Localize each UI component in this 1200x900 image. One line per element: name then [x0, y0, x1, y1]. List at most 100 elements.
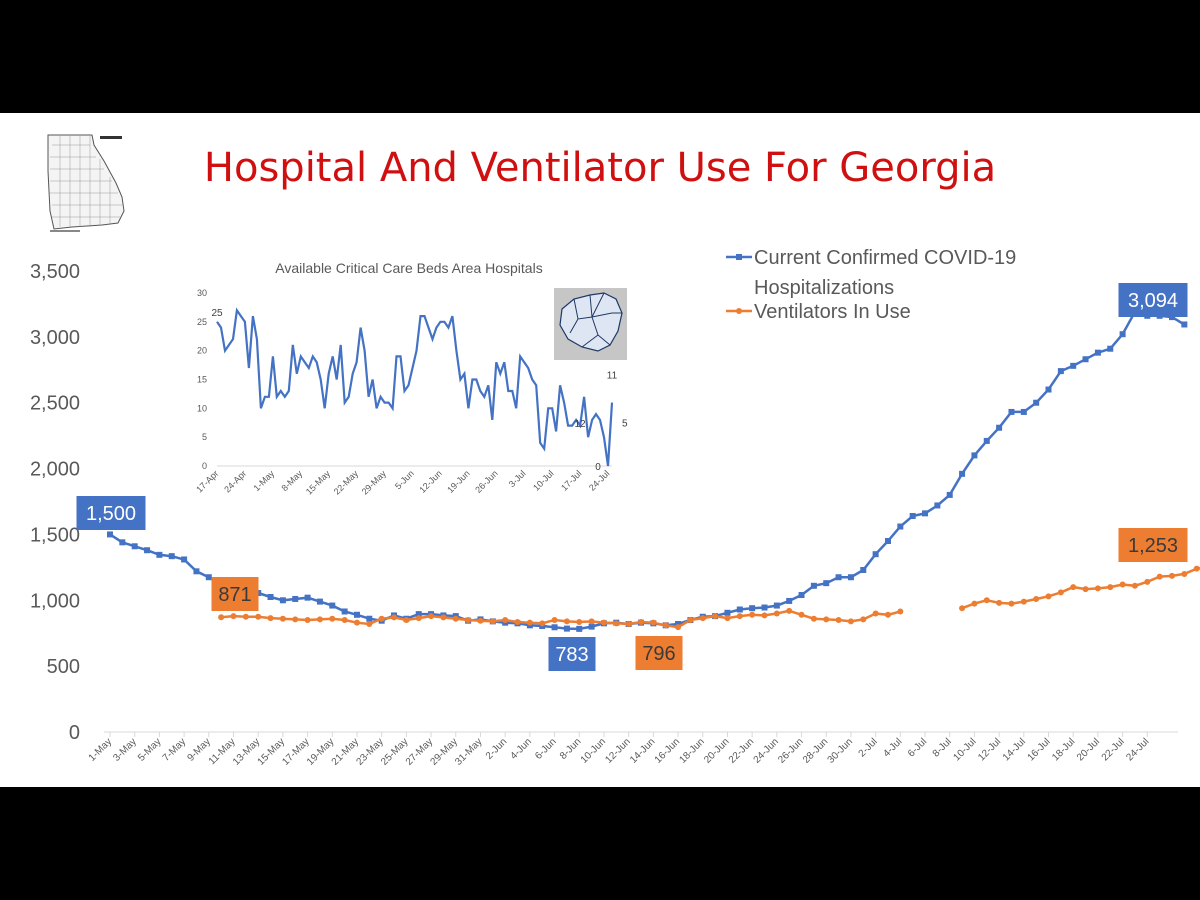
hospitalizations-point	[588, 623, 595, 630]
hospitalizations-point	[1008, 408, 1015, 415]
inset-x-tick-label: 26-Jun	[473, 468, 500, 495]
x-tick-label: 31-May	[453, 736, 484, 767]
ventilators-point	[415, 615, 422, 622]
y-tick-label: 2,000	[30, 459, 80, 481]
hospitalizations-point	[847, 574, 854, 581]
hospitalizations-point	[749, 605, 756, 612]
page-title: Hospital And Ventilator Use For Georgia	[203, 145, 997, 191]
inset-x-tick-label: 3-Jul	[507, 468, 528, 489]
hospitalizations-point	[1107, 345, 1114, 352]
ventilators-point	[1094, 585, 1101, 592]
x-tick-label: 18-Jul	[1050, 736, 1077, 763]
ventilators-point	[1057, 589, 1064, 596]
hospitalizations-point	[144, 547, 151, 554]
hospitalizations-point	[1057, 368, 1064, 375]
ventilators-point	[1033, 595, 1040, 602]
ventilators-point	[366, 620, 373, 627]
ventilators-point	[1193, 565, 1200, 572]
hospitalizations-point	[292, 595, 299, 602]
ventilators-point	[539, 620, 546, 627]
hospitalizations-point	[156, 551, 163, 558]
ventilators-point	[736, 613, 743, 620]
ventilators-point	[1144, 578, 1151, 585]
hospitalizations-point	[193, 568, 200, 575]
ventilators-point	[724, 615, 731, 622]
x-tick-label: 2-Jul	[857, 736, 880, 759]
hospitalizations-point	[551, 624, 558, 631]
hospitalizations-point	[304, 594, 311, 601]
hospitalizations-point	[1119, 331, 1126, 338]
y-tick-label: 1,500	[30, 524, 80, 546]
ventilators-point	[1181, 570, 1188, 577]
x-tick-label: 28-Jun	[801, 736, 830, 765]
y-tick-label: 500	[47, 656, 80, 678]
hospitalizations-point	[205, 574, 212, 581]
x-tick-label: 24-Jun	[752, 736, 781, 765]
hospitalizations-point	[909, 512, 916, 519]
ventilators-point	[588, 618, 595, 625]
inset-y-tick-label: 20	[197, 346, 207, 356]
x-tick-label: 22-Jun	[727, 736, 756, 765]
hospitalizations-point	[1169, 314, 1175, 321]
data-callout-label: 1,253	[1128, 535, 1178, 557]
hospitalizations-point	[884, 538, 891, 545]
hospitalizations-point	[329, 602, 336, 609]
data-callout: 871	[211, 577, 259, 611]
data-callout-box	[76, 496, 146, 530]
data-callout: 1,500	[76, 496, 146, 530]
x-tick-label: 2-Jun	[484, 736, 509, 761]
ventilators-point	[1045, 593, 1052, 600]
x-tick-label: 24-Jul	[1124, 736, 1151, 763]
ventilators-point	[218, 614, 225, 621]
ventilators-point	[1020, 598, 1027, 605]
ventilators-point	[551, 617, 558, 624]
ventilators-point	[230, 613, 237, 620]
legend-label: Current Confirmed COVID-19 Hospitalizatio…	[754, 247, 1016, 299]
inset-y-tick-label: 5	[202, 432, 207, 442]
ventilators-point	[1156, 573, 1163, 580]
inset-x-tick-label: 15-May	[304, 468, 333, 497]
hospitalizations-point	[983, 437, 990, 444]
hospitalizations-point	[316, 598, 323, 605]
x-tick-label: 22-Jul	[1100, 736, 1127, 763]
inset-point-label: 11	[607, 371, 618, 382]
ventilators-point	[440, 614, 447, 621]
hospitalizations-point	[996, 424, 1003, 431]
ventilators-point	[1070, 584, 1077, 591]
inset-point-label: 25	[211, 308, 223, 319]
ventilators-point	[1008, 600, 1015, 607]
ventilators-point	[847, 618, 854, 625]
hospitalizations-point	[897, 523, 904, 530]
hospitalizations-point	[1094, 349, 1101, 356]
hospitalizations-point	[1020, 408, 1027, 415]
x-tick-label: 4-Jul	[881, 736, 904, 759]
hospitalizations-point	[1045, 386, 1052, 393]
ventilators-point	[823, 616, 830, 623]
x-tick-label: 7-May	[161, 736, 188, 763]
data-callout-label: 783	[555, 644, 588, 666]
ventilators-point	[1169, 572, 1175, 579]
hospitalizations-point	[415, 611, 422, 618]
x-tick-label: 6-Jul	[906, 736, 929, 759]
x-tick-label: 1-May	[87, 736, 114, 763]
hospitalizations-point	[959, 470, 966, 477]
x-tick-label: 20-Jun	[702, 736, 731, 765]
ventilators-point	[712, 613, 719, 620]
ventilators-point	[465, 617, 472, 624]
ventilators-point	[786, 607, 793, 614]
ventilators-point	[675, 624, 682, 631]
ventilators-point	[798, 611, 805, 618]
inset-x-tick-label: 12-Jun	[417, 468, 444, 495]
hospitalizations-point	[872, 551, 879, 558]
hospitalizations-point	[1070, 362, 1077, 369]
ventilators-point	[329, 615, 336, 622]
hospitalizations-point	[1181, 321, 1188, 328]
inset-x-tick-label: 10-Jul	[531, 468, 555, 492]
inset-y-tick-label: 0	[202, 461, 207, 471]
ventilators-point	[600, 619, 607, 626]
y-tick-label: 3,500	[30, 261, 80, 283]
ventilators-point	[292, 616, 299, 623]
data-callout-label: 871	[218, 584, 251, 606]
inset-title: Available Critical Care Beds Area Hospit…	[275, 260, 542, 276]
data-callout-box	[1118, 283, 1188, 317]
